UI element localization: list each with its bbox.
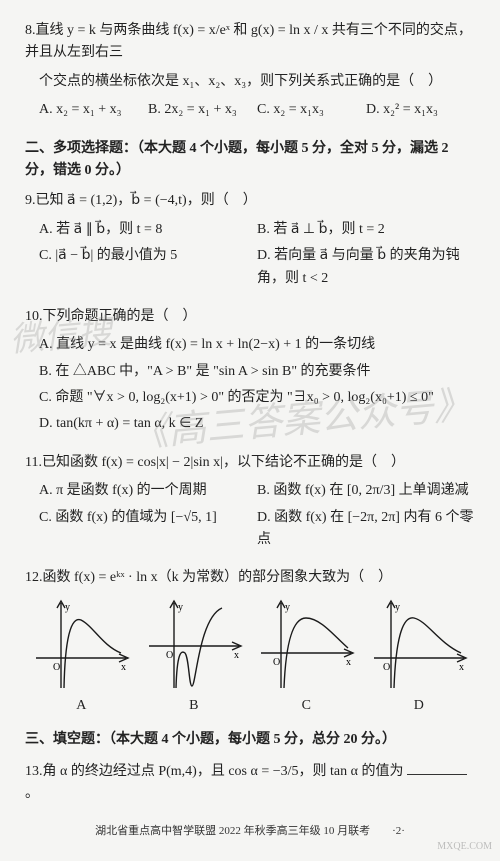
q8-line1: 8.直线 y = k 与两条曲线 f(x) = x/eˣ 和 g(x) = ln… [25, 20, 475, 65]
q8-opt-a: A. x₂ = x₁ + x₃ [39, 99, 148, 121]
q10-opt-b: B. 在 △ABC 中，"A > B" 是 "sin A > sin B" 的充… [39, 361, 475, 383]
svg-text:y: y [178, 602, 183, 613]
chart-a-box: y x O A [25, 598, 138, 717]
q9-opt-b: B. 若 a⃗ ⊥ b⃗，则 t = 2 [257, 219, 475, 241]
svg-text:x: x [346, 657, 351, 668]
q10-text: 下列命题正确的是（ ） [43, 309, 197, 324]
q13-num: 13. [25, 764, 43, 779]
q10-line: 10.下列命题正确的是（ ） [25, 306, 475, 328]
q10-options: A. 直线 y = x 是曲线 f(x) = ln x + ln(2−x) + … [25, 334, 475, 440]
chart-d: y x O [369, 598, 469, 693]
question-8: 8.直线 y = k 与两条曲线 f(x) = x/eˣ 和 g(x) = ln… [25, 20, 475, 126]
q8-text-a: 直线 y = k 与两条曲线 f(x) = x/eˣ 和 g(x) = ln x… [25, 23, 472, 60]
q13-blank [407, 760, 467, 775]
question-10: 10.下列命题正确的是（ ） A. 直线 y = x 是曲线 f(x) = ln… [25, 306, 475, 440]
q10-opt-a: A. 直线 y = x 是曲线 f(x) = ln x + ln(2−x) + … [39, 334, 475, 356]
chart-b-label: B [138, 695, 251, 717]
question-11: 11.已知函数 f(x) = cos|x| − 2|sin x|，以下结论不正确… [25, 452, 475, 556]
q9-line: 9.已知 a⃗ = (1,2)，b⃗ = (−4,t)，则（ ） [25, 190, 475, 212]
q8-line2: 个交点的横坐标依次是 x₁、x₂、x₃，则下列关系式正确的是（ ） [25, 71, 475, 93]
q11-text: 已知函数 f(x) = cos|x| − 2|sin x|，以下结论不正确的是（… [42, 455, 405, 470]
question-9: 9.已知 a⃗ = (1,2)，b⃗ = (−4,t)，则（ ） A. 若 a⃗… [25, 190, 475, 294]
svg-text:y: y [65, 602, 70, 613]
q10-num: 10. [25, 309, 43, 324]
q12-line: 12.函数 f(x) = eᵏˣ · ln x（k 为常数）的部分图象大致为（ … [25, 567, 475, 589]
q9-opt-d: D. 若向量 a⃗ 与向量 b⃗ 的夹角为钝角，则 t < 2 [257, 245, 475, 290]
question-13: 13.角 α 的终边经过点 P(m,4)，且 cos α = −3/5，则 ta… [25, 760, 475, 806]
svg-text:y: y [285, 602, 290, 613]
q11-opt-c: C. 函数 f(x) 的值域为 [−√5, 1] [39, 507, 257, 552]
chart-b-box: y x O B [138, 598, 251, 717]
q9-options: A. 若 a⃗ ∥ b⃗，则 t = 8 B. 若 a⃗ ⊥ b⃗，则 t = … [25, 219, 475, 294]
q9-num: 9. [25, 193, 36, 208]
chart-a-label: A [25, 695, 138, 717]
q10-opt-d: D. tan(kπ + α) = tan α, k ∈ Z [39, 413, 475, 435]
q9-text: 已知 a⃗ = (1,2)，b⃗ = (−4,t)，则（ ） [36, 193, 257, 208]
q12-text: 函数 f(x) = eᵏˣ · ln x（k 为常数）的部分图象大致为（ ） [43, 570, 393, 585]
q13-text-a: 角 α 的终边经过点 P(m,4)，且 cos α = −3/5，则 tan α… [43, 764, 404, 779]
page-footer: 湖北省重点高中智学联盟 2022 年秋季高三年级 10 月联考 ·2· [25, 823, 475, 841]
q10-opt-c: C. 命题 "∀x > 0, log₂(x+1) > 0" 的否定为 "∃x₀ … [39, 387, 475, 409]
q12-num: 12. [25, 570, 43, 585]
corner-stamp: MXQE.COM [437, 839, 492, 855]
chart-a: y x O [31, 598, 131, 693]
svg-text:O: O [166, 650, 173, 661]
svg-text:x: x [234, 650, 239, 661]
chart-d-label: D [363, 695, 476, 717]
q11-line: 11.已知函数 f(x) = cos|x| − 2|sin x|，以下结论不正确… [25, 452, 475, 474]
q9-opt-c: C. |a⃗ − b⃗| 的最小值为 5 [39, 245, 257, 290]
chart-c-label: C [250, 695, 363, 717]
q11-opt-a: A. π 是函数 f(x) 的一个周期 [39, 480, 257, 502]
q8-opt-b: B. 2x₂ = x₁ + x₃ [148, 99, 257, 121]
q11-opt-b: B. 函数 f(x) 在 [0, 2π/3] 上单调递减 [257, 480, 475, 502]
section-2-header: 二、多项选择题：（本大题 4 个小题，每小题 5 分，全对 5 分，漏选 2 分… [25, 138, 475, 183]
q8-opt-d: D. x₂² = x₁x₃ [366, 99, 475, 121]
chart-c-box: y x O C [250, 598, 363, 717]
section-3-header: 三、填空题：（本大题 4 个小题，每小题 5 分，总分 20 分。） [25, 729, 475, 751]
q8-num: 8. [25, 23, 36, 38]
q8-opt-c: C. x₂ = x₁x₃ [257, 99, 366, 121]
q13-text-b: 。 [25, 786, 39, 801]
question-12: 12.函数 f(x) = eᵏˣ · ln x（k 为常数）的部分图象大致为（ … [25, 567, 475, 717]
q13-line: 13.角 α 的终边经过点 P(m,4)，且 cos α = −3/5，则 ta… [25, 760, 475, 806]
q8-options: A. x₂ = x₁ + x₃ B. 2x₂ = x₁ + x₃ C. x₂ =… [25, 99, 475, 125]
q11-options: A. π 是函数 f(x) 的一个周期 B. 函数 f(x) 在 [0, 2π/… [25, 480, 475, 555]
svg-text:O: O [273, 657, 280, 668]
svg-text:O: O [383, 662, 390, 673]
q11-num: 11. [25, 455, 42, 470]
q11-opt-d: D. 函数 f(x) 在 [−2π, 2π] 内有 6 个零点 [257, 507, 475, 552]
chart-d-box: y x O D [363, 598, 476, 717]
q9-opt-a: A. 若 a⃗ ∥ b⃗，则 t = 8 [39, 219, 257, 241]
svg-text:x: x [459, 662, 464, 673]
svg-text:O: O [53, 662, 60, 673]
q12-charts: y x O A y x O B [25, 598, 475, 717]
svg-text:x: x [121, 662, 126, 673]
svg-text:y: y [395, 602, 400, 613]
chart-c: y x O [256, 598, 356, 693]
chart-b: y x O [144, 598, 244, 693]
